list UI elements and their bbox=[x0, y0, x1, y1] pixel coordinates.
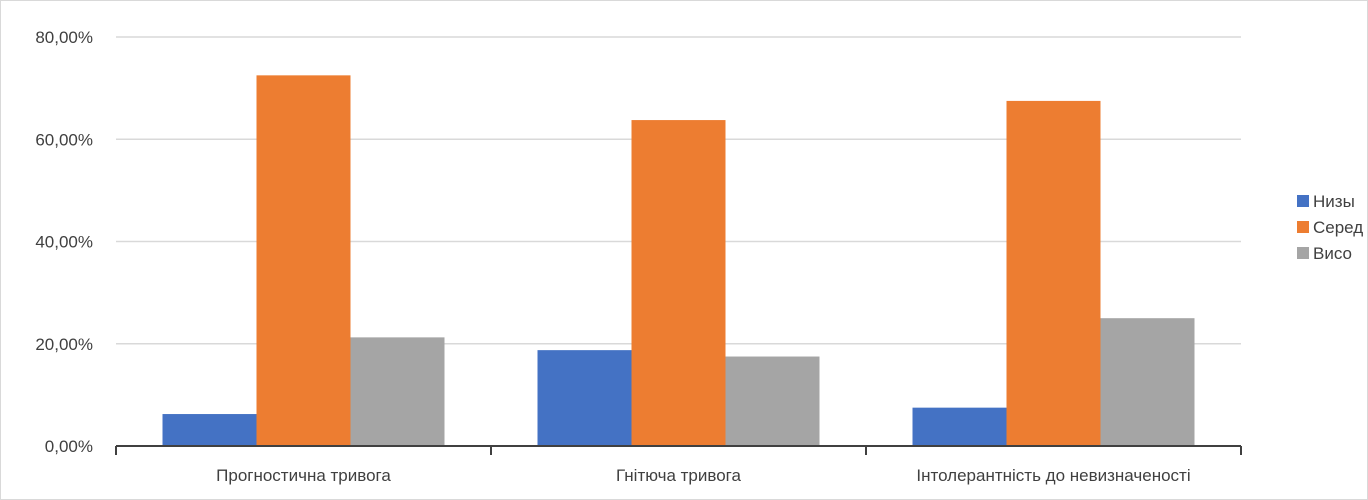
x-axis bbox=[115, 445, 1242, 455]
bar bbox=[631, 120, 726, 446]
legend-label: Низы bbox=[1313, 192, 1355, 211]
legend-swatch bbox=[1297, 195, 1309, 207]
y-tick-labels: 0,00% 20,00% 40,00% 60,00% 80,00% bbox=[35, 28, 93, 456]
legend-label: Серед bbox=[1313, 218, 1363, 237]
legend-label: Висо bbox=[1313, 244, 1352, 263]
y-tick-label: 60,00% bbox=[35, 130, 93, 149]
legend: Низы Серед Висо bbox=[1297, 192, 1363, 263]
bar bbox=[537, 350, 632, 446]
bar bbox=[1100, 318, 1195, 446]
bars bbox=[162, 75, 1195, 446]
bar bbox=[1006, 100, 1101, 446]
bar bbox=[350, 337, 445, 446]
category-label: Інтолерантність до невизначеності bbox=[916, 466, 1190, 485]
legend-swatch bbox=[1297, 247, 1309, 259]
y-tick-label: 20,00% bbox=[35, 335, 93, 354]
category-label: Гнітюча тривога bbox=[616, 466, 741, 485]
legend-swatch bbox=[1297, 221, 1309, 233]
bar bbox=[162, 414, 257, 446]
bar bbox=[725, 356, 820, 446]
bar bbox=[912, 407, 1007, 446]
category-label: Прогностична тривога bbox=[216, 466, 391, 485]
y-tick-label: 40,00% bbox=[35, 233, 93, 252]
y-tick-label: 80,00% bbox=[35, 28, 93, 47]
category-labels: Прогностична тривога Гнітюча тривога Інтол… bbox=[216, 466, 1190, 485]
bar bbox=[256, 75, 351, 446]
y-tick-label: 0,00% bbox=[45, 437, 93, 456]
